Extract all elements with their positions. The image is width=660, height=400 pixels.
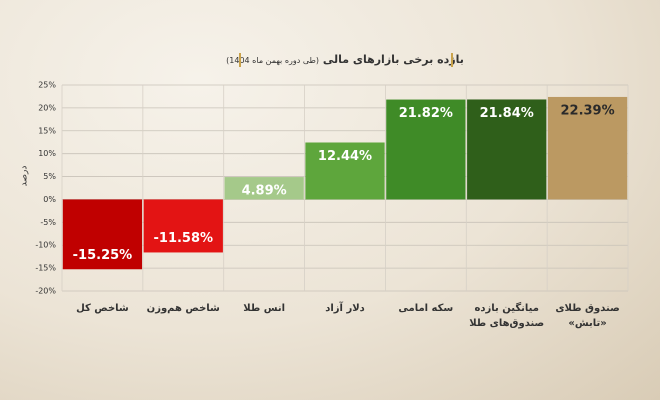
value-label: 4.89% (242, 184, 287, 199)
bar (305, 142, 385, 200)
value-label: 21.82% (399, 106, 453, 121)
y-tick-label: 0% (43, 195, 56, 204)
value-label: 21.84% (480, 106, 534, 121)
y-tick-label: -15% (35, 264, 56, 273)
y-tick-label: 20% (38, 103, 56, 112)
x-tick-label: شاخص کل (76, 303, 129, 314)
y-tick-label: 25% (38, 81, 56, 90)
x-tick-label: شاخص هم‌وزن (146, 303, 220, 314)
bar (547, 96, 628, 200)
bar (386, 99, 466, 200)
bar (62, 199, 143, 270)
bar (224, 177, 304, 200)
bar (467, 99, 547, 200)
value-label: 12.44% (318, 149, 372, 164)
y-tick-label: 10% (38, 149, 56, 158)
subtitle: (طی دوره بهمن ماه 1404) (226, 56, 319, 65)
y-tick-label: -10% (35, 241, 56, 250)
y-tick-label: -5% (40, 218, 56, 227)
y-axis-label: درصد (20, 166, 30, 187)
y-tick-label: 5% (43, 172, 56, 181)
x-tick-label: میانگین بازده صندوق‌های طلا (469, 303, 545, 329)
value-label: -11.58% (154, 231, 214, 246)
y-tick-label: 15% (38, 126, 56, 135)
title: بازده برخی بازارهای مالی (323, 53, 464, 66)
x-tick-label: صندوق طلای «تابش» (555, 303, 620, 329)
y-tick-label: -20% (35, 287, 56, 296)
value-label: -15.25% (73, 248, 133, 263)
x-tick-label: انس طلا (243, 303, 286, 314)
chart-title: بازده برخی بازارهای مالی (طی دوره بهمن م… (226, 53, 464, 66)
value-label: 22.39% (560, 103, 614, 118)
x-tick-label: سکه امامی (398, 303, 454, 314)
x-tick-label: دلار آزاد (325, 303, 365, 314)
bar (143, 199, 223, 253)
